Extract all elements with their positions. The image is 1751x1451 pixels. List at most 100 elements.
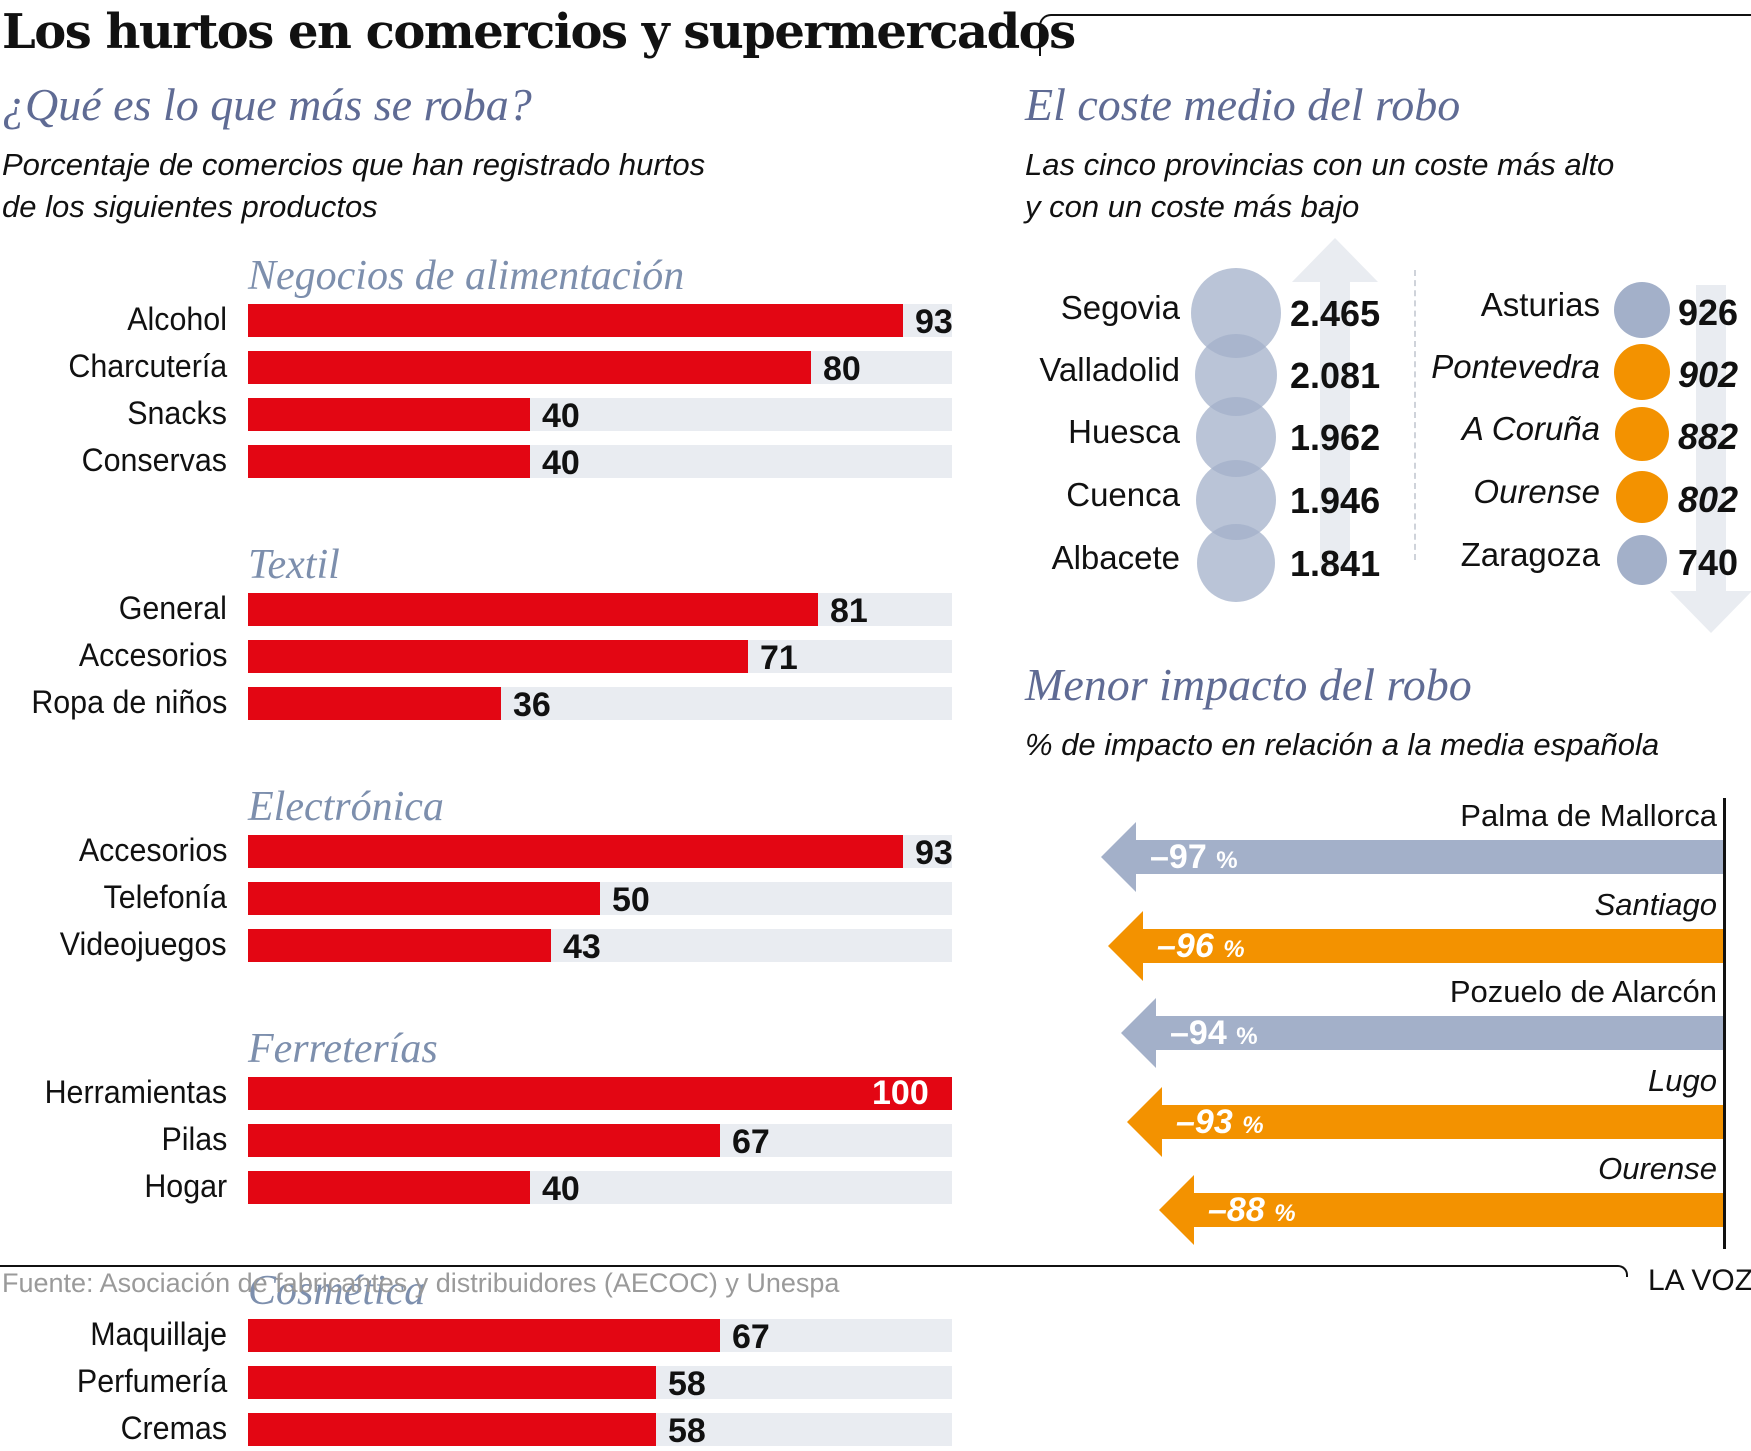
impact-value: –93 % — [1176, 1103, 1264, 1142]
bar-label: Snacks — [127, 395, 227, 431]
province-label: Asturias — [1480, 286, 1600, 323]
bar — [248, 593, 818, 626]
cost-circle — [1197, 524, 1275, 602]
impact-value-unit: % — [1223, 936, 1245, 963]
cost-circle — [1614, 282, 1670, 338]
province-label: Cuenca — [1066, 476, 1180, 513]
bar — [248, 445, 530, 478]
brand-logo: LA VOZ — [1648, 1264, 1751, 1297]
impact-value: –97 % — [1150, 838, 1238, 877]
bar-label: Hogar — [144, 1168, 227, 1204]
impact-label: Santiago — [1594, 887, 1717, 922]
province-label: Ourense — [1473, 473, 1600, 510]
arrow-down-icon — [1670, 285, 1751, 633]
bar-value-label: 71 — [760, 639, 798, 677]
bar — [248, 1124, 720, 1157]
cost-panel-subtitle-line1: Las cinco provincias con un coste más al… — [1025, 147, 1615, 182]
bar — [248, 687, 501, 720]
impact-axis-line — [1723, 798, 1726, 1249]
bar — [248, 1319, 720, 1352]
impact-arrow-shape — [1121, 998, 1723, 1068]
bar-label: General — [118, 590, 227, 626]
impact-label: Pozuelo de Alarcón — [1449, 974, 1717, 1009]
impact-value: –94 % — [1170, 1014, 1258, 1053]
bar-label: Maquillaje — [90, 1316, 227, 1352]
bar-value-label: 80 — [823, 350, 861, 388]
bar-label: Alcohol — [127, 301, 227, 337]
bar-value-label: 100 — [872, 1074, 929, 1112]
impact-arrow — [1127, 1087, 1723, 1157]
bar-label: Charcutería — [68, 348, 227, 384]
cost-value: 1.841 — [1290, 543, 1381, 584]
bar-value-label: 58 — [668, 1412, 706, 1450]
province-label: Huesca — [1068, 413, 1180, 450]
category-heading: Textil — [248, 542, 340, 588]
footer-frame-line — [0, 1265, 1628, 1277]
bar-value-label: 43 — [563, 928, 601, 966]
category-heading: Negocios de alimentación — [248, 253, 685, 299]
arrow-up-icon — [1292, 238, 1378, 568]
cost-value: 1.946 — [1290, 480, 1381, 521]
bar-value-label: 36 — [513, 686, 551, 724]
cost-panel-subtitle-line2: y con un coste más bajo — [1025, 189, 1360, 224]
province-label: Pontevedra — [1431, 348, 1600, 385]
cost-value: 902 — [1678, 354, 1739, 395]
bar — [248, 304, 903, 337]
cost-panel-title: El coste medio del robo — [1025, 79, 1461, 130]
impact-arrow-shape — [1159, 1175, 1723, 1245]
impact-value-number: –96 — [1157, 927, 1214, 965]
bar — [248, 1171, 530, 1204]
bar-value-label: 93 — [915, 303, 953, 341]
infographic-title: Los hurtos en comercios y supermercados — [2, 4, 1076, 60]
bar-label: Conservas — [81, 442, 227, 478]
bar — [248, 929, 551, 962]
bar — [248, 1366, 656, 1399]
impact-value: –88 % — [1208, 1191, 1296, 1230]
impact-value-unit: % — [1216, 847, 1238, 874]
bar — [248, 882, 600, 915]
impact-value-unit: % — [1236, 1023, 1258, 1050]
impact-label: Lugo — [1648, 1063, 1717, 1098]
impact-arrow-shape — [1101, 822, 1723, 892]
bar — [248, 835, 903, 868]
bar-label: Videojuegos — [60, 926, 227, 962]
impact-value: –96 % — [1157, 927, 1245, 966]
province-label: Segovia — [1060, 289, 1180, 326]
left-panel-subtitle-line2: de los siguientes productos — [2, 189, 378, 224]
impact-panel-subtitle: % de impacto en relación a la media espa… — [1025, 727, 1660, 762]
bar-value-label: 40 — [542, 1170, 580, 1208]
bar-label: Ropa de niños — [30, 684, 227, 720]
bar-value-label: 40 — [542, 397, 580, 435]
bar — [248, 398, 530, 431]
category-heading: Ferreterías — [248, 1026, 438, 1072]
province-label: Valladolid — [1039, 351, 1180, 388]
impact-arrow — [1159, 1175, 1723, 1245]
bar — [248, 351, 811, 384]
impact-arrow-shape — [1127, 1087, 1723, 1157]
bar — [248, 640, 748, 673]
cost-value: 882 — [1678, 416, 1739, 457]
divider-dashed — [1414, 270, 1416, 560]
province-label: Zaragoza — [1460, 536, 1600, 573]
impact-arrow — [1121, 998, 1723, 1068]
impact-label: Ourense — [1598, 1151, 1717, 1186]
bar-value-label: 40 — [542, 444, 580, 482]
bar — [248, 1413, 656, 1446]
cost-circle — [1615, 407, 1669, 461]
impact-arrow — [1101, 822, 1723, 892]
bar-value-label: 67 — [732, 1123, 770, 1161]
impact-value-unit: % — [1274, 1200, 1296, 1227]
cost-value: 2.465 — [1290, 293, 1381, 334]
left-panel-title: ¿Qué es lo que más se roba? — [2, 79, 532, 130]
cost-circle — [1614, 344, 1670, 400]
impact-value-number: –93 — [1176, 1103, 1233, 1141]
impact-value-number: –97 — [1150, 838, 1207, 876]
bar-value-label: 58 — [668, 1365, 706, 1403]
bar-value-label: 93 — [915, 834, 953, 872]
bar-value-label: 50 — [612, 881, 650, 919]
bar-label: Herramientas — [44, 1074, 227, 1110]
bar-label: Accesorios — [78, 832, 227, 868]
bar-label: Cremas — [120, 1410, 227, 1446]
bar — [248, 1077, 952, 1110]
bar-label: Telefonía — [103, 879, 227, 915]
